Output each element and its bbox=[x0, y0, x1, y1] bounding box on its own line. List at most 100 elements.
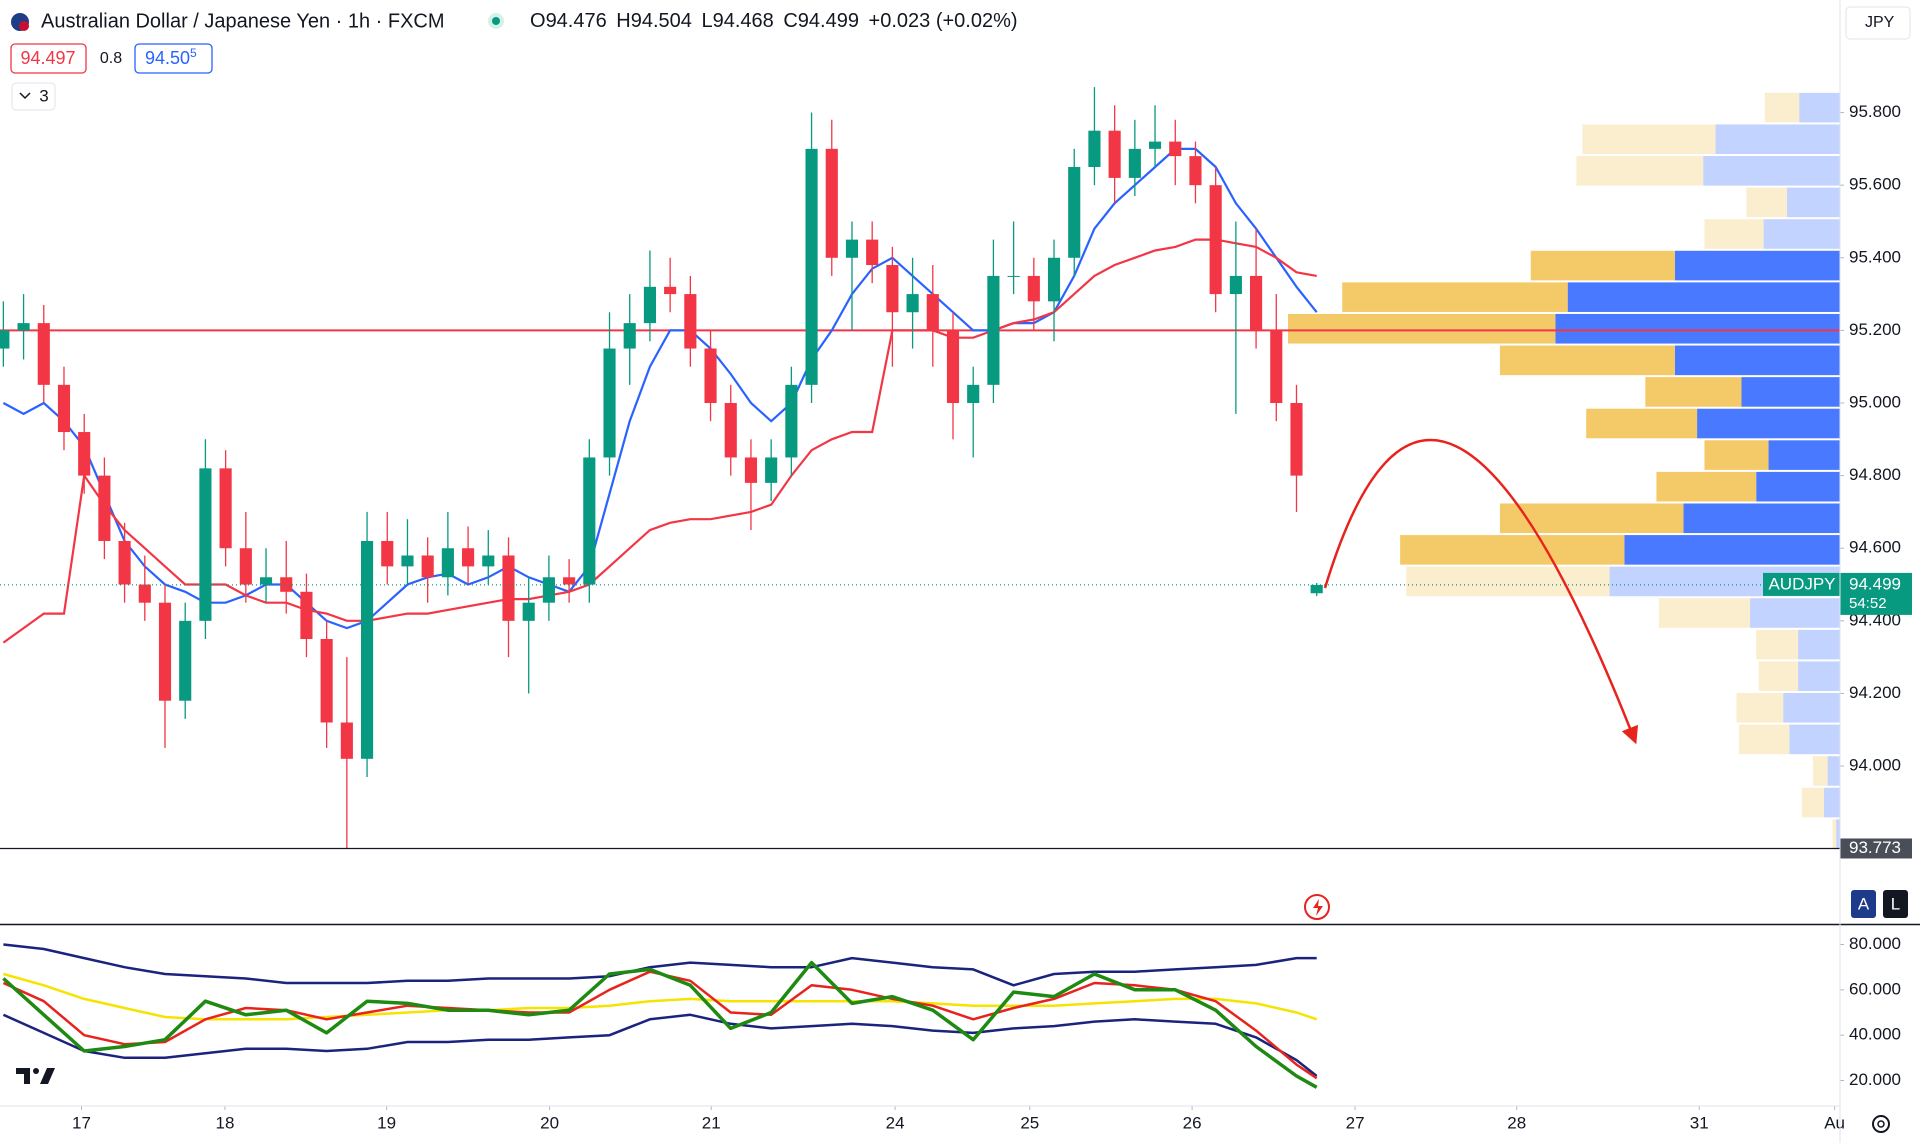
alert-icon[interactable] bbox=[1304, 894, 1330, 920]
candle-body bbox=[502, 555, 515, 621]
profile-up bbox=[1624, 535, 1840, 565]
candle-body bbox=[1209, 185, 1222, 295]
settings-icon[interactable] bbox=[1872, 1115, 1890, 1133]
profile-up bbox=[1768, 440, 1840, 470]
y-tick-label: 95.400 bbox=[1849, 247, 1901, 266]
currency: JPY bbox=[1865, 14, 1895, 31]
axes: 94.000 94.200 94.400 94.600 94.800 95.000 95.2… bbox=[72, 102, 1912, 1132]
candle-body bbox=[78, 432, 91, 476]
profile-up bbox=[1798, 661, 1840, 692]
countdown-label: 54:52 bbox=[1849, 595, 1887, 612]
osc-y-tick-label: 40.000 bbox=[1849, 1025, 1901, 1044]
ask-price: 94.505 bbox=[145, 46, 197, 68]
logo bbox=[16, 1068, 55, 1084]
candle-body bbox=[1310, 584, 1323, 594]
candle-body bbox=[1027, 275, 1040, 302]
last-price-box bbox=[1840, 572, 1912, 615]
profile-down bbox=[1812, 756, 1828, 786]
indicators-count: 3 bbox=[39, 86, 48, 105]
logo-part bbox=[40, 1068, 55, 1084]
ohlc-value: 94.468 bbox=[713, 10, 774, 32]
profile-up bbox=[1787, 187, 1840, 218]
profile-up bbox=[1697, 408, 1840, 439]
candle-body bbox=[199, 468, 212, 621]
candle-body bbox=[664, 286, 677, 295]
osc-y-tick-label: 60.000 bbox=[1849, 979, 1901, 998]
candle-body bbox=[482, 555, 495, 567]
profile-down bbox=[1400, 535, 1625, 565]
profile-up bbox=[1683, 503, 1840, 534]
candle-body bbox=[643, 286, 656, 324]
oscillator-line bbox=[3, 943, 1317, 987]
logo-part bbox=[16, 1068, 30, 1084]
moving-average bbox=[2, 147, 1318, 630]
profile-up bbox=[1750, 598, 1840, 628]
profile-up bbox=[1783, 693, 1840, 723]
profile-down bbox=[1746, 187, 1788, 218]
ohlc-label: C bbox=[783, 10, 797, 32]
candle-body bbox=[1088, 130, 1101, 168]
candle-body bbox=[98, 475, 111, 541]
candle-body bbox=[158, 602, 172, 701]
profile-down bbox=[1586, 408, 1698, 439]
symbol-box bbox=[1763, 572, 1840, 596]
candle-body bbox=[37, 323, 50, 385]
auto-scale-label: A bbox=[1858, 894, 1870, 913]
profile-down bbox=[1756, 629, 1799, 660]
candle-body bbox=[1128, 148, 1141, 178]
profile-down bbox=[1530, 250, 1675, 281]
oscillator-pane bbox=[2, 943, 1318, 1089]
x-tick-label: 18 bbox=[215, 1113, 234, 1132]
buy-button[interactable] bbox=[134, 43, 213, 74]
candle-body bbox=[1148, 141, 1162, 149]
x-tick-label: 17 bbox=[72, 1113, 91, 1132]
oscillator-line bbox=[2, 1013, 1318, 1077]
candle-body bbox=[138, 584, 151, 603]
y-tick-label: 95.600 bbox=[1849, 175, 1901, 194]
candle-body bbox=[1007, 275, 1020, 277]
ohlc-label: H bbox=[616, 10, 630, 32]
candle-body bbox=[57, 384, 71, 433]
candle-body bbox=[179, 620, 192, 701]
y-tick-label: 94.000 bbox=[1849, 756, 1901, 775]
oscillator-line bbox=[2, 960, 1318, 1089]
symbol-title[interactable]: Australian Dollar / Japanese Yen · 1h · … bbox=[41, 10, 445, 32]
candle-body bbox=[381, 540, 394, 567]
spread: 0.8 bbox=[100, 50, 122, 67]
x-tick-label: 31 bbox=[1690, 1113, 1709, 1132]
x-tick-label: 27 bbox=[1346, 1113, 1365, 1132]
profile-up bbox=[1567, 282, 1840, 312]
profile-down bbox=[1499, 345, 1675, 376]
sell-button[interactable] bbox=[10, 43, 87, 74]
log-scale-button[interactable] bbox=[1883, 890, 1908, 918]
profile-up bbox=[1674, 345, 1840, 376]
profile-down bbox=[1832, 819, 1837, 849]
auto-scale-button[interactable] bbox=[1851, 890, 1876, 918]
profile-up bbox=[1741, 377, 1840, 407]
profile-down bbox=[1576, 156, 1704, 186]
x-tick-label: 26 bbox=[1183, 1113, 1202, 1132]
candle-body bbox=[462, 548, 475, 567]
candle-body bbox=[239, 548, 252, 585]
profile-down bbox=[1406, 566, 1610, 597]
candle-body bbox=[886, 265, 899, 313]
logo-part bbox=[33, 1068, 39, 1074]
symbol-label: AUDJPY bbox=[1768, 574, 1835, 593]
market-status-dot bbox=[492, 17, 500, 25]
profile-up bbox=[1715, 124, 1840, 155]
candle-body bbox=[866, 239, 879, 266]
x-tick-label: 20 bbox=[540, 1113, 559, 1132]
currency-button[interactable] bbox=[1845, 6, 1911, 40]
candle-body bbox=[583, 457, 596, 585]
moving-average bbox=[2, 238, 1317, 644]
oscillator-line bbox=[3, 972, 1318, 1021]
candle-body bbox=[320, 638, 333, 723]
profile-down bbox=[1704, 219, 1764, 249]
indicators-toggle[interactable] bbox=[11, 82, 56, 111]
candle-body bbox=[906, 294, 919, 313]
ask-main: 94.50 bbox=[145, 48, 190, 68]
candle-body bbox=[724, 403, 737, 458]
candle-body bbox=[1108, 130, 1121, 178]
ohlc-label: O bbox=[530, 10, 546, 32]
